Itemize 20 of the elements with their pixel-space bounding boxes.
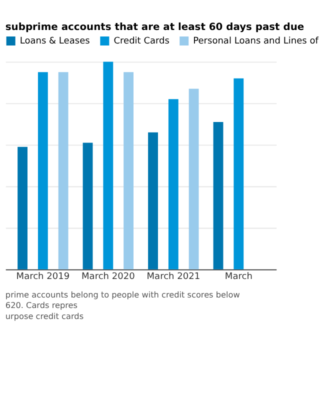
x-tick-label: March 2019 xyxy=(16,272,70,282)
bar xyxy=(82,142,93,270)
legend-label: Personal Loans and Lines of xyxy=(193,36,320,47)
bar xyxy=(58,72,68,270)
bar xyxy=(18,146,28,270)
bar xyxy=(38,72,48,270)
bar xyxy=(188,88,199,270)
bar xyxy=(124,72,134,270)
x-tick-label: March 2020 xyxy=(82,272,136,282)
bar xyxy=(148,132,158,270)
chart-title: subprime accounts that are at least 60 days past due xyxy=(5,22,304,34)
x-tick-label: March xyxy=(224,272,252,282)
bar xyxy=(213,122,224,270)
text: urpose credit cards xyxy=(5,310,84,321)
legend-label: Loans & Leases xyxy=(20,36,90,47)
legend-label: Credit Cards xyxy=(114,36,170,47)
x-tick-label: March 2021 xyxy=(146,272,200,282)
bar xyxy=(234,78,244,270)
bar xyxy=(103,62,114,270)
bar xyxy=(168,99,178,270)
